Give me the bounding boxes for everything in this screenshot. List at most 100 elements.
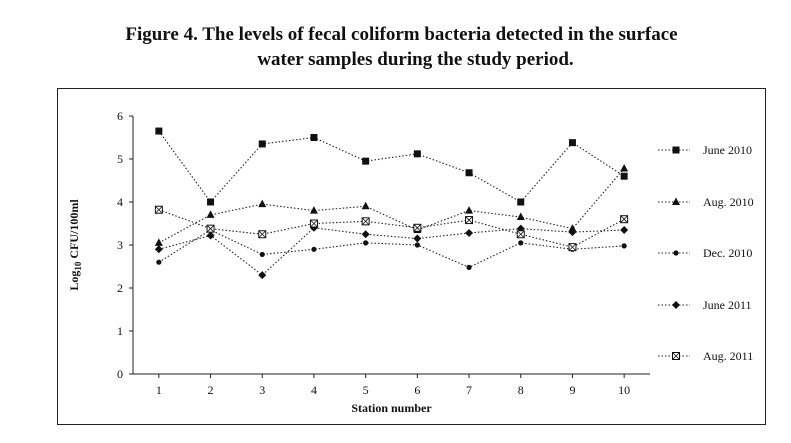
- data-point-triangle: [361, 201, 370, 210]
- open-square-cross: [310, 219, 318, 228]
- data-point-open-square: [568, 243, 577, 252]
- data-point-open-square: [620, 215, 629, 224]
- y-tick-label: 1: [117, 324, 123, 338]
- data-point-dot: [414, 242, 420, 248]
- data-point-open-square: [154, 205, 163, 214]
- legend-label: June 2010: [703, 143, 752, 157]
- data-point-square: [362, 157, 370, 165]
- series: [154, 163, 629, 246]
- y-tick-label: 0: [117, 367, 123, 381]
- y-tick-label: 5: [117, 152, 123, 166]
- open-square-cross: [568, 243, 577, 251]
- x-tick-label: 4: [311, 383, 317, 397]
- data-point-open-square: [672, 352, 680, 360]
- data-point-square: [517, 198, 525, 206]
- open-square-cross: [672, 352, 680, 360]
- data-point-open-square: [361, 217, 370, 226]
- legend-label: Dec. 2010: [703, 246, 752, 260]
- open-square-cross: [361, 217, 370, 226]
- data-point-dot: [621, 243, 627, 249]
- x-tick-label: 7: [466, 383, 472, 397]
- data-point-triangle: [154, 238, 163, 246]
- data-point-diamond: [258, 271, 267, 280]
- data-point-triangle: [620, 163, 629, 172]
- y-tick-label: 2: [117, 281, 123, 295]
- data-point-dot: [673, 250, 679, 256]
- data-point-square: [207, 198, 215, 206]
- x-tick-label: 8: [518, 383, 524, 397]
- y-axis-label-unit: CFU/100ml: [67, 199, 81, 262]
- open-square-cross: [206, 224, 215, 233]
- legend-entry: Dec. 2010: [658, 246, 752, 260]
- data-point-square: [155, 127, 163, 135]
- series: [154, 205, 629, 252]
- x-tick-label: 1: [156, 383, 162, 397]
- caption-line-1: Figure 4. The levels of fecal coliform b…: [125, 24, 678, 45]
- series: [155, 127, 628, 206]
- open-square-cross: [258, 230, 267, 239]
- data-point-dot: [259, 251, 265, 258]
- data-point-square: [672, 146, 680, 154]
- data-point-open-square: [206, 224, 215, 233]
- legend-entry: Aug. 2010: [658, 195, 754, 209]
- data-point-open-square: [413, 223, 422, 232]
- x-tick-label: 3: [259, 383, 265, 397]
- data-point-square: [413, 150, 421, 158]
- series-line: [158, 168, 625, 244]
- data-point-square: [568, 139, 576, 147]
- data-point-triangle: [672, 197, 680, 205]
- data-point-diamond: [568, 228, 577, 237]
- data-point-diamond: [206, 231, 215, 240]
- data-point-square: [258, 140, 266, 148]
- data-point-triangle: [568, 224, 577, 232]
- open-square-cross: [620, 215, 628, 223]
- legend-label: June 2011: [703, 298, 752, 312]
- data-point-diamond: [620, 225, 629, 234]
- open-square-cross: [155, 205, 163, 214]
- data-point-diamond: [413, 234, 422, 243]
- legend: June 2010 Aug. 2010 Dec. 2010 June 2011 Aug.…: [658, 143, 754, 363]
- data-point-dot: [311, 246, 317, 252]
- y-axis-label-base: Log: [67, 271, 81, 291]
- x-tick-label: 10: [618, 383, 630, 397]
- data-point-triangle: [465, 206, 474, 214]
- y-tick-label: 3: [117, 238, 123, 252]
- x-tick-label: 5: [363, 383, 369, 397]
- legend-label: Aug. 2011: [703, 349, 753, 363]
- caption-line-2: water samples during the study period.: [257, 49, 574, 70]
- y-tick-label: 4: [117, 195, 123, 209]
- data-point-square: [310, 134, 318, 141]
- data-point-diamond: [154, 245, 163, 254]
- data-point-square: [620, 172, 628, 180]
- data-point-triangle: [516, 212, 525, 221]
- data-point-triangle: [206, 210, 215, 218]
- y-axis-label-subscript: 10: [73, 261, 83, 271]
- series-line: [158, 130, 625, 203]
- data-point-dot: [156, 259, 162, 265]
- open-square-cross: [516, 230, 525, 239]
- x-tick-label: 6: [414, 383, 420, 397]
- data-point-dot: [466, 264, 472, 270]
- legend-entry: June 2011: [658, 298, 752, 312]
- x-tick-label: 2: [208, 383, 214, 397]
- figure-caption: Figure 4. The levels of fecal coliform b…: [0, 22, 791, 72]
- data-point-triangle: [309, 206, 318, 214]
- data-point-diamond: [672, 301, 680, 309]
- data-point-open-square: [516, 230, 525, 239]
- y-axis-label: Log10 CFU/100ml: [67, 199, 83, 291]
- series-line: [158, 227, 625, 276]
- data-point-open-square: [258, 230, 267, 239]
- data-point-diamond: [465, 228, 474, 237]
- data-point-dot: [363, 240, 369, 246]
- legend-entry: Aug. 2011: [658, 349, 753, 363]
- series-line: [158, 209, 625, 248]
- legend-label: Aug. 2010: [703, 195, 754, 209]
- data-point-triangle: [258, 199, 267, 208]
- data-point-open-square: [309, 219, 318, 228]
- data-point-square: [465, 169, 473, 177]
- y-tick-label: 6: [117, 109, 123, 123]
- series-line: [158, 229, 625, 268]
- legend-entry: June 2010: [658, 143, 752, 157]
- data-point-diamond: [361, 230, 370, 239]
